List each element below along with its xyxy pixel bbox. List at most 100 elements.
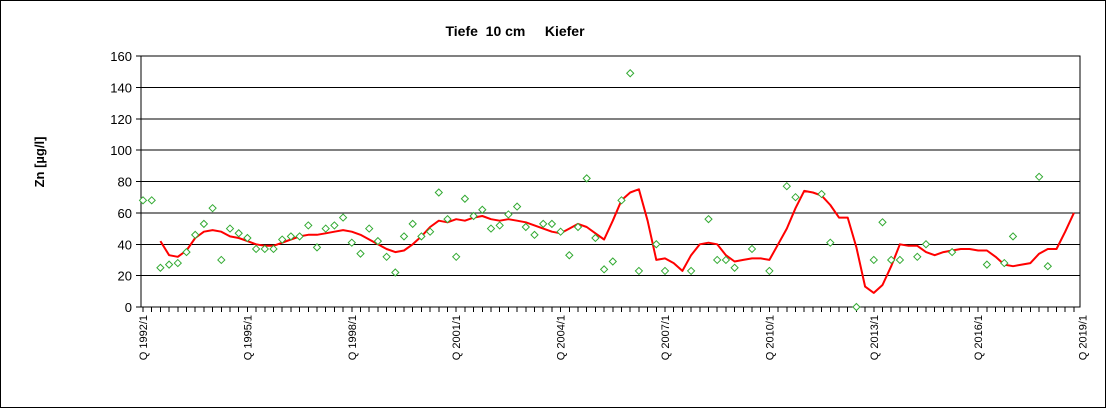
x-axis: Q 1992/1 Q 1995/1 Q 1998/1 Q 2001/1 Q 2004/1… xyxy=(138,307,1090,360)
x-tick-label: Q 2010/1 xyxy=(764,315,776,360)
data-point xyxy=(312,243,322,252)
data-point xyxy=(495,221,504,230)
data-point xyxy=(1008,232,1018,241)
data-point xyxy=(921,240,931,249)
y-tick-label: 80 xyxy=(118,175,132,190)
x-tick-label: Q 2001/1 xyxy=(451,315,463,360)
data-point xyxy=(486,224,496,233)
data-point xyxy=(1043,262,1053,271)
y-tick-label: 160 xyxy=(110,49,132,64)
data-point xyxy=(382,252,391,262)
data-point xyxy=(521,222,531,232)
data-point xyxy=(878,218,887,227)
data-point xyxy=(338,213,348,222)
data-point xyxy=(625,69,635,78)
data-point xyxy=(451,252,461,262)
data-point xyxy=(747,244,757,254)
data-point xyxy=(634,266,644,276)
data-point xyxy=(208,203,217,213)
data-point xyxy=(791,192,800,202)
data-point xyxy=(347,238,357,247)
data-point xyxy=(660,266,670,276)
y-tick-label: 60 xyxy=(118,206,132,221)
data-point xyxy=(686,266,696,276)
data-point xyxy=(573,222,583,232)
y-tick-label: 20 xyxy=(118,269,132,284)
data-point xyxy=(391,268,400,277)
data-point xyxy=(408,219,417,229)
data-point xyxy=(826,238,835,247)
data-point xyxy=(277,235,287,244)
data-point xyxy=(364,224,374,233)
data-point xyxy=(913,252,922,262)
data-point xyxy=(434,188,444,197)
data-point xyxy=(173,258,183,268)
series-line xyxy=(159,188,1075,294)
data-point xyxy=(356,249,365,258)
x-tick-label: Q 2007/1 xyxy=(660,315,672,360)
data-point xyxy=(765,266,774,276)
y-tick-label: 140 xyxy=(110,80,132,95)
data-point xyxy=(469,211,478,221)
data-point xyxy=(504,210,513,219)
y-tick-label: 120 xyxy=(110,112,132,127)
data-point xyxy=(425,227,435,236)
data-point xyxy=(234,229,243,238)
x-tick-label: Q 2004/1 xyxy=(556,315,568,360)
data-point xyxy=(164,260,174,269)
data-point xyxy=(199,219,209,229)
data-point xyxy=(721,255,731,265)
x-tick-label: Q 1995/1 xyxy=(242,315,254,360)
x-tick-label: Q 1992/1 xyxy=(138,315,150,360)
data-point xyxy=(399,232,409,241)
data-point xyxy=(547,219,557,229)
data-point xyxy=(617,196,626,205)
data-point xyxy=(852,302,861,312)
data-point xyxy=(947,247,957,257)
data-point xyxy=(156,263,165,272)
data-point xyxy=(591,233,600,243)
data-point xyxy=(712,255,722,265)
data-point xyxy=(251,244,261,254)
data-point xyxy=(538,219,548,229)
data-point xyxy=(556,227,565,236)
data-point xyxy=(295,232,304,241)
data-point xyxy=(243,233,252,243)
data-point xyxy=(895,255,905,265)
y-axis: 0 20 40 60 80 100 120 140 160 xyxy=(110,49,141,315)
data-point xyxy=(286,232,296,241)
x-tick-label: Q 2019/1 xyxy=(1078,315,1090,360)
data-point xyxy=(530,230,539,240)
data-point xyxy=(608,257,618,266)
data-point xyxy=(982,260,992,269)
y-tick-label: 0 xyxy=(125,300,132,315)
data-point xyxy=(138,196,148,205)
data-point xyxy=(1000,258,1009,268)
data-point xyxy=(260,244,270,254)
data-point xyxy=(817,189,826,199)
y-tick-label: 40 xyxy=(118,237,132,252)
data-point xyxy=(599,265,609,274)
data-point xyxy=(443,214,452,224)
x-tick-label: Q 2016/1 xyxy=(973,315,985,360)
data-point xyxy=(582,174,591,183)
data-point xyxy=(886,255,896,265)
series-line-group xyxy=(159,188,1075,294)
data-point xyxy=(730,263,739,272)
grid xyxy=(141,55,1080,308)
data-point xyxy=(417,232,426,241)
x-tick-label: Q 1998/1 xyxy=(347,315,359,360)
chart-title: Tiefe 10 cm Kiefer xyxy=(445,23,585,39)
x-tick-label: Q 2013/1 xyxy=(869,315,881,360)
data-point xyxy=(182,247,191,257)
data-point xyxy=(304,221,313,230)
data-point xyxy=(225,224,235,233)
data-point xyxy=(373,236,383,246)
data-point xyxy=(869,255,879,265)
data-point xyxy=(460,194,470,203)
y-tick-label: 100 xyxy=(110,143,132,158)
data-point xyxy=(478,205,487,214)
data-point xyxy=(217,255,226,265)
